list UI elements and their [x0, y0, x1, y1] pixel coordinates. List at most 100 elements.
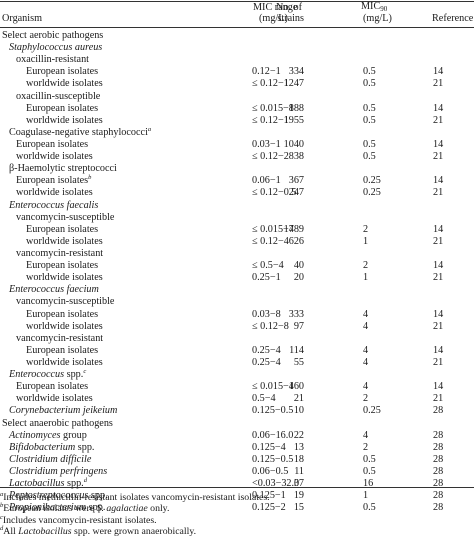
footnote: dAll Lactobacillus spp. were grown anaer…	[0, 524, 474, 537]
mic-range-cell: 0.5−4	[252, 393, 276, 405]
organism-name: Actinomyces	[9, 429, 61, 441]
table-row: worldwide isolates 20 0.25−1 1 21	[0, 272, 474, 284]
table-row: European isolates 888 ≤ 0.015−1 0.5 14	[0, 103, 474, 115]
strains-cell: 114	[289, 344, 304, 356]
header-reference: Reference	[432, 13, 474, 24]
mic-range-cell: 0.03−1	[252, 138, 281, 150]
strains-cell: 15	[293, 502, 304, 514]
table-row: European isolates 1040 0.03−1 0.5 14	[0, 139, 474, 151]
mic90-cell: 1	[363, 235, 369, 247]
organism-name: European isolates	[26, 66, 99, 78]
organism-cell: European isolatesb	[16, 175, 91, 187]
mic90-cell: 0.5	[363, 78, 376, 90]
organism-cell: European isolates	[26, 66, 98, 78]
organism-name: worldwide isolates	[26, 78, 103, 90]
table-row: Actinomyces group 22 0.06−16.0 4 28	[0, 430, 474, 442]
mic90-cell: 0.5	[363, 502, 376, 514]
organism-name: oxacillin-susceptible	[16, 90, 101, 102]
table-row: European isolatesb 367 0.06−1 0.25 14	[0, 175, 474, 187]
table-row: vancomycin-resistant	[0, 333, 474, 345]
reference-cell: 21	[433, 272, 444, 284]
organism-cell: β-Haemolytic streptococci	[9, 163, 117, 175]
mic-range-cell: 0.06−1	[252, 175, 281, 187]
strains-cell: 18	[293, 453, 304, 465]
reference-cell: 28	[433, 453, 444, 465]
mic90-cell: 4	[363, 381, 369, 393]
organism-cell: worldwide isolates	[26, 357, 103, 369]
mic90-cell: 4	[363, 344, 369, 356]
table-row: worldwide isolates 247 ≤ 0.12−0.5 0.25 21	[0, 187, 474, 199]
mic-range-cell: ≤ 0.12−8	[252, 320, 289, 332]
mic-range-cell: 0.12−1	[252, 66, 281, 78]
mic-range-cell: ≤ 0.12−4	[252, 235, 289, 247]
organism-name: European isolates	[26, 308, 99, 320]
table-row: vancomycin-susceptible	[0, 212, 474, 224]
footnote: bEuropean isolates were S. agalactiae on…	[0, 502, 474, 515]
header-mic90-line1: MIC90	[361, 1, 388, 13]
organism-cell: worldwide isolates	[26, 236, 103, 248]
header-mic90-subscript: 90	[380, 5, 388, 13]
footnote-text: Lactobacillus	[18, 525, 72, 537]
organism-cell: European isolates	[26, 224, 98, 236]
footnote-marker: c	[83, 368, 87, 376]
table-row: Staphylococcus aureus	[0, 42, 474, 54]
header-mic90-main: MIC	[361, 1, 381, 12]
organism-name: worldwide isolates	[16, 187, 93, 199]
mic-range-cell: 0.125−0.5	[252, 405, 294, 417]
organism-name: Coagulase-negative staphylococci	[9, 126, 148, 138]
mic90-cell: 4	[363, 320, 369, 332]
mic-range-cell: <0.03−32.0	[252, 478, 300, 490]
organism-cell: Staphylococcus aureus	[9, 42, 102, 54]
organism-cell: oxacillin-susceptible	[16, 91, 100, 103]
mic-range-cell: ≤ 0.5−4	[252, 260, 284, 272]
mic90-cell: 1	[363, 490, 369, 502]
organism-name: Select anaerobic pathogens	[2, 417, 113, 429]
strains-cell: 247	[288, 187, 304, 199]
mic90-cell: 1	[363, 272, 369, 284]
organism-name: vancomycin-resistant	[16, 247, 104, 259]
footnote-text: spp. were grown anaerobically.	[71, 525, 197, 537]
footnote: cIncludes vancomycin-resistant isolates.	[0, 514, 474, 526]
mic90-cell: 0.5	[363, 66, 376, 78]
organism-name: oxacillin-resistant	[16, 54, 89, 66]
table-row: oxacillin-susceptible	[0, 91, 474, 103]
organism-cell: Corynebacterium jeikeium	[9, 405, 117, 417]
organism-name: Clostridium perfringens	[9, 465, 108, 477]
reference-cell: 28	[433, 429, 444, 441]
organism-cell: vancomycin-resistant	[16, 333, 103, 345]
reference-cell: 21	[433, 393, 444, 405]
reference-cell: 14	[433, 381, 444, 393]
organism-cell: worldwide isolates	[26, 321, 103, 333]
organism-name: Bifidobacterium	[9, 441, 76, 453]
strains-cell: 19	[293, 490, 304, 502]
footnote-text: All	[3, 525, 19, 537]
organism-cell: European isolates	[26, 260, 98, 272]
footnote-marker: d	[0, 524, 4, 532]
mic90-cell: 0.5	[363, 453, 376, 465]
organism-cell: European isolates	[26, 309, 98, 321]
footnote-marker: a	[0, 491, 4, 498]
table-row: European isolates 160 ≤ 0.015−4 4 14	[0, 381, 474, 393]
organism-name: worldwide isolates	[16, 393, 93, 405]
organism-cell: worldwide isolates	[26, 272, 103, 284]
mic90-cell: 2	[363, 441, 369, 453]
mic-range-cell: ≤ 0.015−4	[252, 381, 294, 393]
organism-cell: European isolates	[16, 139, 88, 151]
strains-cell: 11	[294, 465, 304, 477]
header-strains-line1: No. of	[275, 2, 302, 13]
header-strains-line2: strains	[277, 13, 304, 24]
organism-name: Corynebacterium jeikeium	[9, 405, 118, 417]
reference-cell: 28	[433, 405, 444, 417]
header-mic-range-line1: MIC range	[253, 2, 298, 13]
footnotes: aIncludes methicillin-resistant isolates…	[0, 491, 474, 537]
reference-cell: 14	[433, 223, 444, 235]
mic90-cell: 0.5	[363, 138, 376, 150]
table-row: worldwide isolates 21 0.5−4 2 21	[0, 393, 474, 405]
footnote-marker: b	[0, 502, 4, 510]
organism-cell: oxacillin-resistant	[16, 54, 89, 66]
table-row: Coagulase-negative staphylococcia	[0, 126, 474, 139]
organism-name: worldwide isolates	[26, 320, 103, 332]
mic-range-cell: 0.06−16.0	[252, 429, 294, 441]
table-row: Bifidobacterium spp. 13 0.125−4 2 28	[0, 442, 474, 454]
organism-suffix: spp.	[86, 502, 106, 514]
